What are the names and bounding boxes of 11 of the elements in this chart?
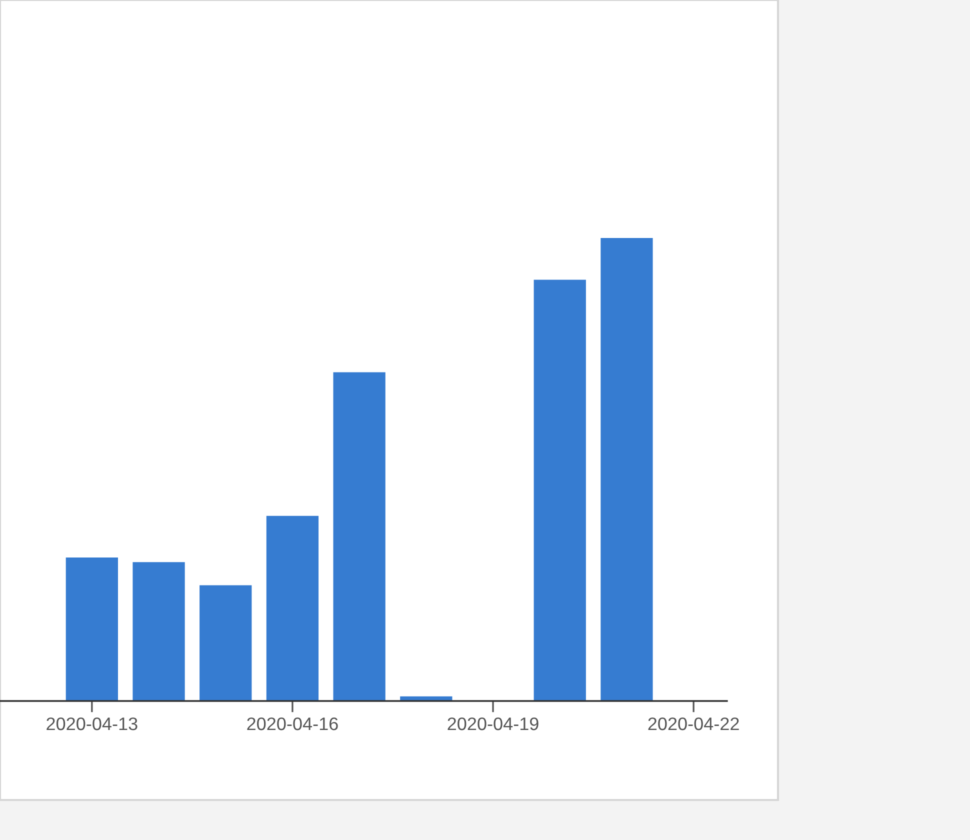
bar [534,280,586,701]
x-tick-label: 2020-04-19 [448,717,538,730]
bar [66,557,118,701]
bar [132,562,185,701]
x-tick-label: 2020-04-22 [648,717,739,730]
x-tick-label: 2020-04-16 [247,717,338,730]
bar [333,372,386,701]
bar [600,238,653,701]
bar [200,585,252,701]
bar [266,516,319,701]
x-tick-label: 2020-04-13 [46,717,138,730]
